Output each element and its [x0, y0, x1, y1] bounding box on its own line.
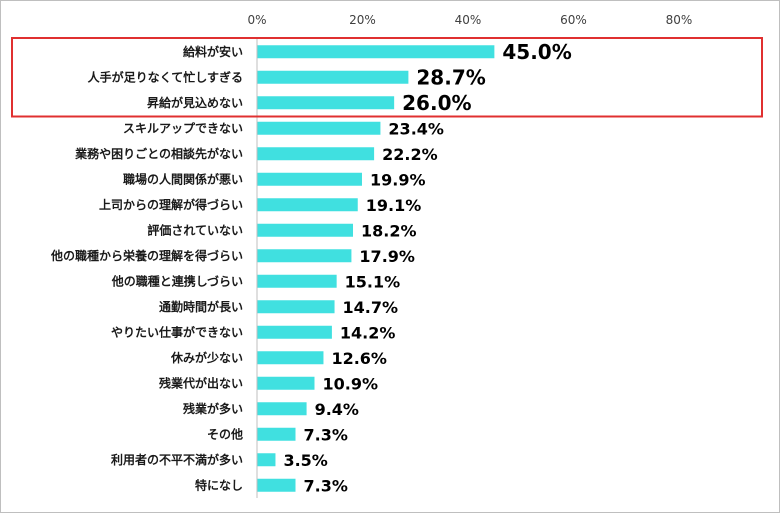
bar	[257, 274, 337, 288]
value-label: 7.3%	[304, 425, 348, 444]
value-label: 19.1%	[366, 196, 422, 215]
value-label: 14.7%	[343, 298, 399, 317]
bar	[257, 325, 332, 339]
category-label: 利用者の不平不満が多い	[111, 452, 243, 467]
x-tick-label: 60%	[560, 13, 587, 27]
value-label: 22.2%	[382, 145, 438, 164]
value-label: 15.1%	[345, 272, 401, 291]
value-label: 10.9%	[322, 374, 378, 393]
bar	[257, 223, 354, 237]
category-label: 他の職種から栄養の理解を得づらい	[50, 248, 243, 263]
value-label: 26.0%	[402, 91, 471, 115]
bar	[257, 300, 335, 314]
category-label: 職場の人間関係が悪い	[123, 171, 243, 186]
bar	[257, 70, 409, 84]
bar	[257, 427, 296, 441]
category-label: 評価されていない	[147, 222, 243, 237]
category-label: 残業が多い	[183, 401, 243, 416]
bar	[257, 121, 381, 135]
category-label: 上司からの理解が得づらい	[99, 197, 243, 212]
value-label: 17.9%	[359, 247, 415, 266]
category-label: スキルアップできない	[123, 120, 243, 135]
category-label: その他	[207, 426, 243, 441]
value-label: 28.7%	[416, 65, 485, 89]
bar	[257, 172, 362, 186]
category-label: 人手が足りなくて忙しすぎる	[88, 69, 243, 84]
category-label: 他の職種と連携しづらい	[111, 273, 243, 288]
bar	[257, 351, 324, 365]
category-label: 残業代が出ない	[159, 375, 243, 390]
bar	[257, 147, 375, 161]
bar	[257, 96, 395, 110]
x-tick-label: 0%	[247, 13, 266, 27]
category-label: 昇給が見込めない	[147, 95, 243, 110]
bar	[257, 478, 296, 492]
category-label: 通勤時間が長い	[159, 299, 243, 314]
value-label: 23.4%	[388, 119, 444, 138]
value-label: 14.2%	[340, 323, 396, 342]
bar	[257, 198, 358, 212]
x-tick-label: 20%	[349, 13, 376, 27]
bar	[257, 376, 315, 390]
x-tick-label: 40%	[455, 13, 482, 27]
x-tick-label: 80%	[666, 13, 693, 27]
bar	[257, 402, 307, 416]
value-label: 12.6%	[331, 349, 387, 368]
category-label: 給料が安い	[183, 44, 243, 59]
bar	[257, 249, 352, 263]
value-label: 7.3%	[304, 476, 348, 495]
category-label: 特になし	[195, 477, 243, 492]
value-label: 19.9%	[370, 170, 426, 189]
value-label: 3.5%	[283, 451, 327, 470]
category-label: やりたい仕事ができない	[111, 324, 243, 339]
value-label: 9.4%	[315, 400, 359, 419]
highlight-box	[11, 37, 763, 118]
category-label: 業務や困りごとの相談先がない	[74, 146, 243, 161]
bar	[257, 453, 276, 467]
value-label: 18.2%	[361, 221, 417, 240]
value-label: 45.0%	[502, 40, 571, 64]
bar	[257, 45, 495, 59]
category-label: 休みが少ない	[170, 350, 243, 365]
